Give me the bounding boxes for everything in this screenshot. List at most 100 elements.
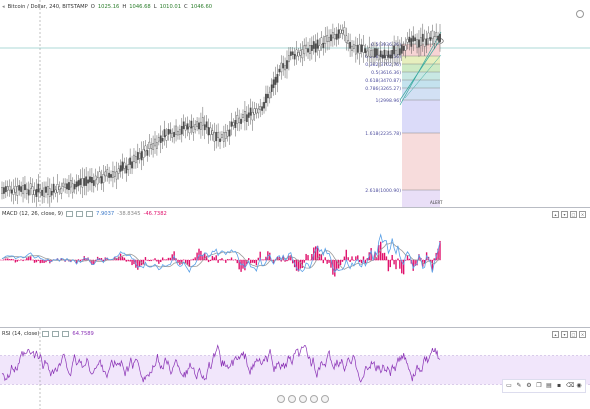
pencil-icon[interactable]: ✎ [516, 382, 522, 389]
collapse-icon[interactable]: ◂ [2, 4, 5, 10]
histogram-bar [116, 257, 118, 261]
candle-body [433, 36, 436, 44]
candle-body [419, 37, 422, 47]
histogram-bar [301, 260, 303, 268]
histogram-bar [351, 256, 353, 261]
histogram-bar [341, 260, 344, 262]
histogram-bar [41, 260, 43, 263]
candle-body [48, 188, 51, 197]
reset-icon[interactable] [299, 395, 307, 403]
pane-maximize-icon[interactable]: □ [570, 331, 577, 338]
macd-indicator-name: MACD (12, 26, close, 9) [2, 211, 64, 217]
candle-body [418, 39, 420, 48]
histogram-bar [378, 245, 380, 261]
candle-body [425, 38, 428, 46]
candle-body [1, 187, 3, 194]
histogram-bar [395, 260, 397, 270]
candle-body [27, 189, 30, 196]
rsi-indicator-name: RSI (14, close) [2, 331, 40, 337]
histogram-bar [334, 260, 336, 277]
candle-body [402, 46, 405, 51]
candle-body [106, 169, 109, 177]
pane-up-icon[interactable]: ▴ [552, 331, 559, 338]
histogram-bar [376, 257, 378, 261]
candle-body [341, 30, 344, 34]
pane-maximize-icon[interactable]: □ [570, 211, 577, 218]
candle-body [429, 37, 432, 41]
settings-icon[interactable] [52, 331, 60, 337]
settings-icon[interactable] [76, 211, 84, 217]
copy-icon[interactable]: ❐ [536, 382, 542, 389]
fib-zone [402, 100, 440, 133]
candle-body [406, 38, 409, 43]
pane-divider[interactable] [0, 207, 590, 208]
histogram-bar [207, 260, 210, 263]
candle-body [301, 49, 304, 59]
pane-close-icon[interactable]: × [579, 331, 586, 338]
fib-zone [402, 133, 440, 190]
eye-icon[interactable]: ◉ [576, 382, 582, 389]
rectangle-icon[interactable]: ▭ [506, 382, 512, 389]
pane-up-icon[interactable]: ▴ [552, 211, 559, 218]
scroll-left-icon[interactable] [277, 395, 285, 403]
pane-down-icon[interactable]: ▾ [561, 331, 568, 338]
histogram-bar [14, 260, 17, 263]
candle-body [110, 174, 112, 178]
histogram-bar [156, 260, 158, 262]
histogram-bar [408, 258, 411, 261]
histogram-bar [290, 255, 292, 261]
candle-body [397, 45, 399, 55]
candle-body [66, 183, 68, 190]
histogram-bar [401, 260, 403, 274]
candle-body [104, 171, 107, 177]
histogram-bar [125, 260, 128, 262]
pane-divider[interactable] [0, 327, 590, 328]
histogram-bar [389, 260, 391, 268]
histogram-bar [169, 257, 172, 261]
candle-body [226, 130, 229, 137]
fib-label: 2.618(1000.90) [365, 188, 401, 194]
eye-icon[interactable] [42, 331, 50, 337]
gear-icon[interactable]: ⚙ [526, 382, 532, 389]
pane-close-icon[interactable]: × [579, 211, 586, 218]
rsi-chart[interactable] [0, 328, 590, 409]
candle-body [77, 180, 80, 187]
candle-body [45, 186, 47, 193]
histogram-bar [259, 251, 261, 261]
candle-body [134, 156, 137, 164]
macd-pane[interactable]: MACD (12, 26, close, 9) 7.9037 -38.8345 … [0, 208, 590, 327]
zoom-in-icon[interactable] [310, 395, 318, 403]
macd-chart[interactable] [0, 208, 590, 327]
candle-body [270, 84, 273, 92]
pane-down-icon[interactable]: ▾ [561, 211, 568, 218]
settings-circle-icon[interactable] [576, 10, 584, 18]
zoom-out-icon[interactable] [288, 395, 296, 403]
histogram-bar [75, 260, 78, 264]
open-label: O [90, 4, 95, 10]
histogram-bar [412, 260, 414, 271]
histogram-bar [20, 259, 22, 261]
candle-body [75, 181, 78, 188]
candle-body [171, 132, 174, 138]
candle-body [60, 188, 63, 194]
histogram-bar [10, 258, 13, 261]
close-icon[interactable] [62, 331, 70, 337]
candle-body [253, 108, 256, 115]
histogram-bar [70, 260, 72, 263]
histogram-bar [137, 260, 139, 270]
lock-icon[interactable]: ▪ [556, 382, 562, 389]
histogram-bar [167, 257, 170, 261]
price-chart[interactable]: 0.5(3936.26)0.236(3642.56)0.382(3702.76)… [0, 0, 590, 207]
candle-body [192, 126, 195, 133]
histogram-bar [228, 259, 231, 261]
scroll-right-icon[interactable] [321, 395, 329, 403]
rsi-pane[interactable]: RSI (14, close) 64.7589 ▴ ▾ □ × [0, 328, 590, 409]
price-pane[interactable]: 0.5(3936.26)0.236(3642.56)0.382(3702.76)… [0, 0, 590, 207]
candle-body [251, 112, 254, 121]
close-icon[interactable] [86, 211, 94, 217]
trash-icon[interactable]: ⌫ [566, 382, 575, 389]
candle-body [272, 79, 275, 89]
layers-icon[interactable]: ▤ [546, 382, 552, 389]
eye-icon[interactable] [66, 211, 74, 217]
histogram-bar [47, 260, 49, 261]
